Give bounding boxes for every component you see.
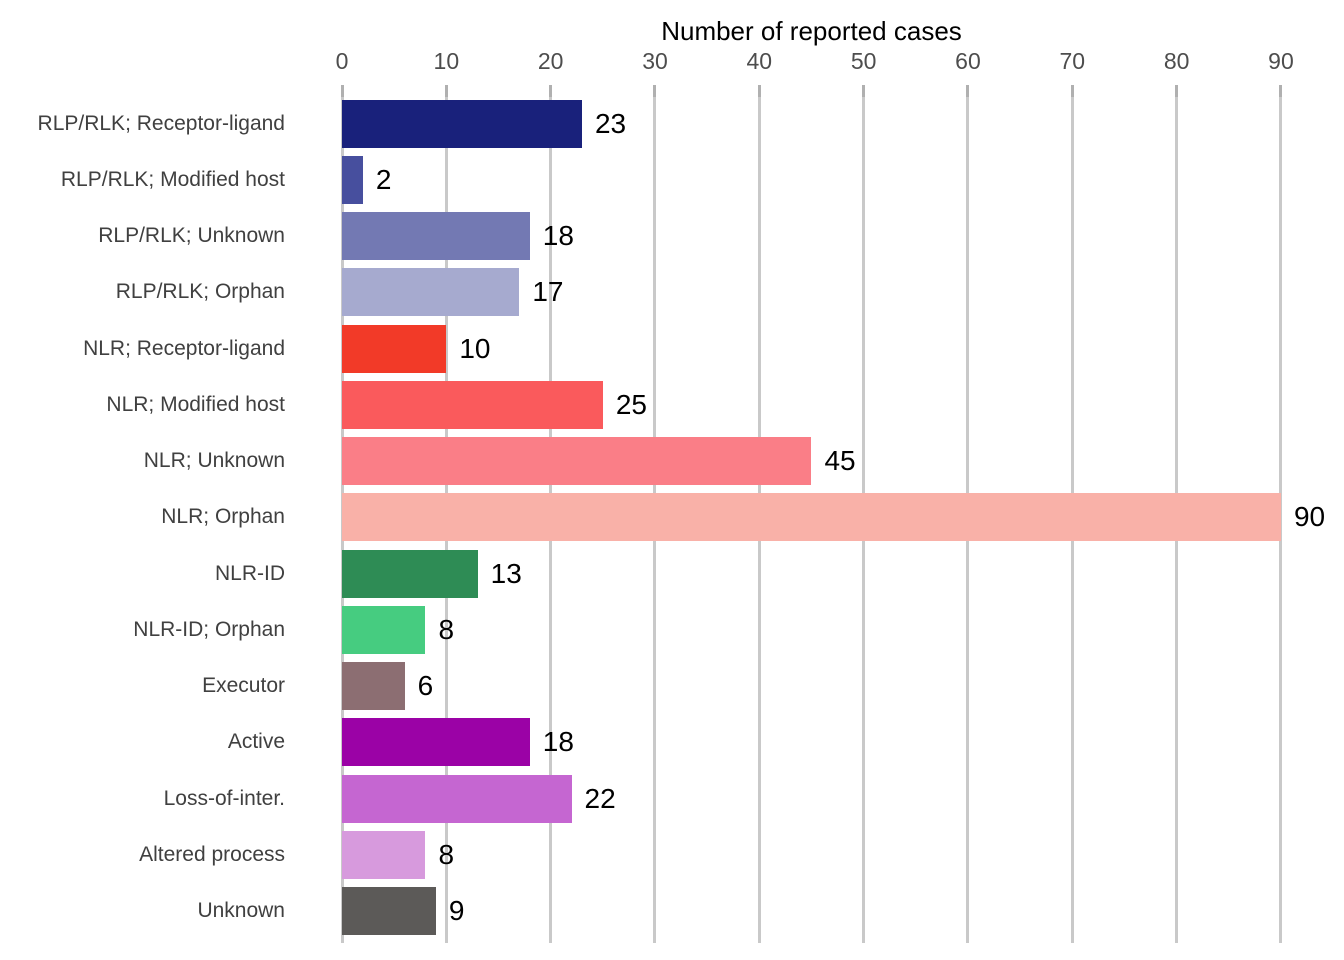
bar — [342, 437, 812, 486]
value-label: 90 — [1293, 501, 1326, 533]
category-label: RLP/RLK; Modified host — [60, 167, 285, 191]
chart-title: Number of reported cases — [661, 16, 962, 46]
tick-mark-x-30 — [653, 85, 657, 97]
bar — [342, 212, 530, 261]
bar — [342, 887, 436, 936]
tick-mark-x-80 — [1175, 85, 1179, 97]
category-label: Loss-of-inter. — [163, 786, 285, 810]
bar — [342, 662, 405, 711]
category-label: Executor — [202, 674, 285, 698]
value-label: 8 — [438, 613, 455, 645]
bar — [342, 380, 603, 429]
category-label: RLP/RLK; Receptor-ligand — [37, 111, 285, 135]
value-label: 45 — [824, 445, 856, 477]
bar — [342, 155, 363, 204]
tick-mark-x-10 — [444, 85, 448, 97]
value-label: 8 — [438, 839, 455, 870]
tick-label-x-30: 30 — [642, 48, 668, 74]
tick-label-x-50: 50 — [850, 48, 877, 74]
bar — [342, 605, 426, 654]
category-label: RLP/RLK; Unknown — [98, 224, 285, 248]
tick-mark-x-0 — [340, 85, 344, 97]
value-label: 17 — [532, 276, 564, 308]
category-label: NLR-ID; Orphan — [133, 617, 285, 641]
value-label: 10 — [459, 332, 491, 364]
bar — [342, 831, 426, 879]
category-label: Unknown — [197, 899, 285, 923]
category-label: Altered process — [139, 843, 285, 866]
tick-label-x-0: 0 — [335, 48, 349, 74]
tick-label-x-70: 70 — [1059, 48, 1086, 74]
tick-mark-x-70 — [1070, 85, 1074, 97]
value-label: 25 — [615, 388, 647, 420]
category-label: NLR; Orphan — [161, 505, 285, 529]
tick-label-x-40: 40 — [746, 48, 773, 74]
category-label: NLR-ID — [214, 561, 285, 585]
category-label: Active — [227, 730, 285, 754]
category-label: RLP/RLK; Orphan — [115, 280, 285, 304]
value-label: 13 — [490, 557, 522, 589]
bar — [342, 774, 572, 823]
value-label: 22 — [584, 782, 616, 814]
tick-mark-x-90 — [1279, 85, 1283, 97]
bar — [342, 549, 478, 598]
tick-mark-x-20 — [549, 85, 553, 97]
value-label: 6 — [417, 670, 434, 702]
bar — [342, 99, 582, 148]
category-label: NLR; Modified host — [106, 392, 285, 416]
bar — [342, 718, 530, 767]
tick-label-x-90: 90 — [1268, 48, 1294, 74]
bar — [342, 324, 447, 373]
value-label: 9 — [448, 895, 465, 927]
gridline-x-90 — [1279, 97, 1283, 943]
tick-label-x-60: 60 — [955, 48, 981, 74]
tick-label-x-80: 80 — [1163, 48, 1190, 74]
bar — [342, 268, 520, 317]
value-label: 18 — [542, 726, 574, 758]
tick-mark-x-50 — [862, 85, 866, 97]
tick-label-x-20: 20 — [537, 48, 564, 74]
category-label: NLR; Receptor-ligand — [83, 336, 285, 360]
tick-mark-x-40 — [757, 85, 761, 97]
tick-label-x-10: 10 — [433, 48, 460, 74]
value-label: 2 — [375, 163, 392, 195]
tick-mark-x-60 — [966, 85, 970, 97]
category-label: NLR; Unknown — [143, 449, 285, 473]
value-label: 18 — [542, 220, 574, 252]
value-label: 23 — [594, 107, 627, 139]
bar — [342, 493, 1281, 542]
